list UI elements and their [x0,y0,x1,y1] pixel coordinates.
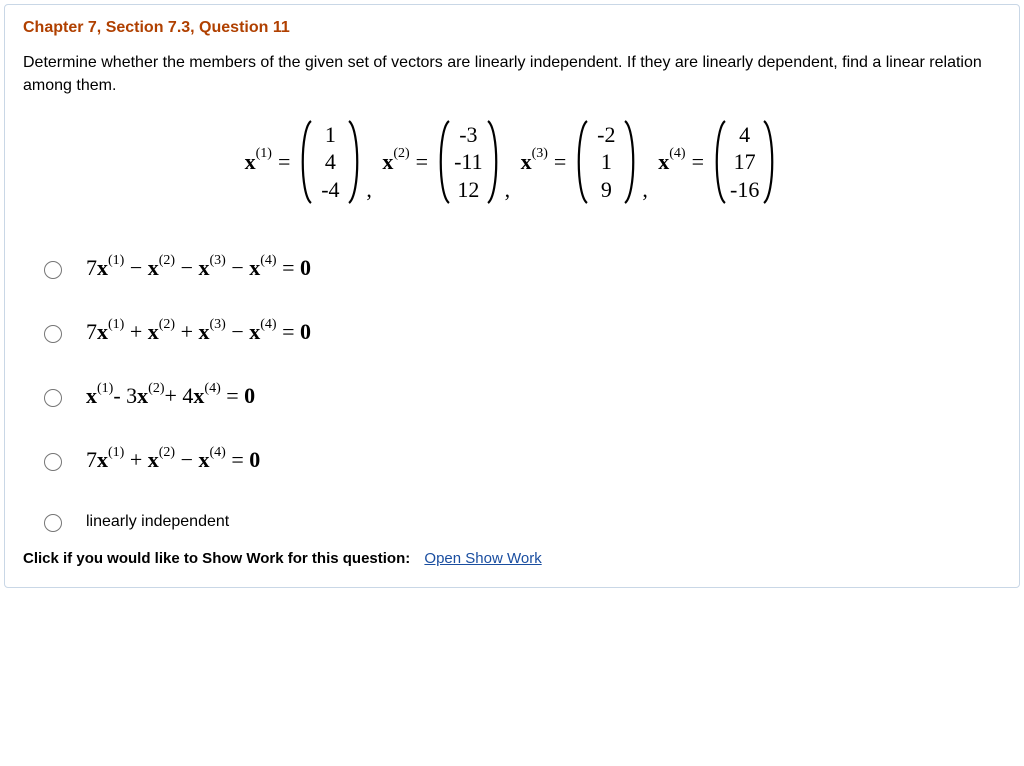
answer-option: 7x(1) + x(2) − x(4) = 0 [39,447,1001,473]
answer-label: 7x(1) + x(2) + x(3) − x(4) = 0 [86,319,311,345]
vector-column: -219 [590,119,622,205]
question-prompt: Determine whether the members of the giv… [23,51,1001,97]
question-title: Chapter 7, Section 7.3, Question 11 [23,19,1001,37]
paren-right-icon [346,119,364,205]
vector: -3-1112 [434,119,503,205]
answer-option: x(1)- 3x(2)+ 4x(4) = 0 [39,383,1001,409]
vector-group: x(4)= 417-16 [658,119,779,205]
show-work-row: Click if you would like to Show Work for… [23,550,1001,567]
vector-label: x(2) [382,149,409,175]
vector: 14-4 [296,119,364,205]
vector-column: -3-1112 [452,119,485,205]
answer-radio[interactable] [44,261,62,279]
open-show-work-link[interactable]: Open Show Work [424,550,541,567]
equals-sign: = [272,149,296,175]
vectors-row: x(1)= 14-4 , x(2)= -3-1112 , x(3)= -219 … [23,119,1001,205]
paren-left-icon [710,119,728,205]
equals-sign: = [548,149,572,175]
answer-radio[interactable] [44,514,62,532]
vector-group: x(3)= -219 [521,119,641,205]
vector-group: x(1)= 14-4 [245,119,365,205]
paren-right-icon [485,119,503,205]
answer-label: 7x(1) + x(2) − x(4) = 0 [86,447,260,473]
vector: -219 [572,119,640,205]
vector-column: 14-4 [314,119,346,205]
vector-label: x(4) [658,149,685,175]
answer-label: x(1)- 3x(2)+ 4x(4) = 0 [86,383,255,409]
answer-radio[interactable] [44,453,62,471]
answer-option: linearly independent [39,511,1001,532]
vector-label: x(1) [245,149,272,175]
equals-sign: = [410,149,434,175]
paren-right-icon [622,119,640,205]
vector: 417-16 [710,119,779,205]
answer-option: 7x(1) − x(2) − x(3) − x(4) = 0 [39,255,1001,281]
paren-right-icon [761,119,779,205]
vector-column: 417-16 [728,119,761,205]
paren-left-icon [434,119,452,205]
paren-left-icon [572,119,590,205]
question-box: Chapter 7, Section 7.3, Question 11 Dete… [4,4,1020,588]
answer-label: linearly independent [86,513,229,531]
answer-label: 7x(1) − x(2) − x(3) − x(4) = 0 [86,255,311,281]
vector-group: x(2)= -3-1112 [382,119,502,205]
answer-radio[interactable] [44,325,62,343]
answer-radio[interactable] [44,389,62,407]
show-work-label: Click if you would like to Show Work for… [23,550,410,567]
equals-sign: = [686,149,710,175]
comma: , [640,177,654,203]
options-list: 7x(1) − x(2) − x(3) − x(4) = 0 7x(1) + x… [39,255,1001,532]
paren-left-icon [296,119,314,205]
answer-option: 7x(1) + x(2) + x(3) − x(4) = 0 [39,319,1001,345]
vector-label: x(3) [521,149,548,175]
comma: , [364,177,378,203]
comma: , [503,177,517,203]
